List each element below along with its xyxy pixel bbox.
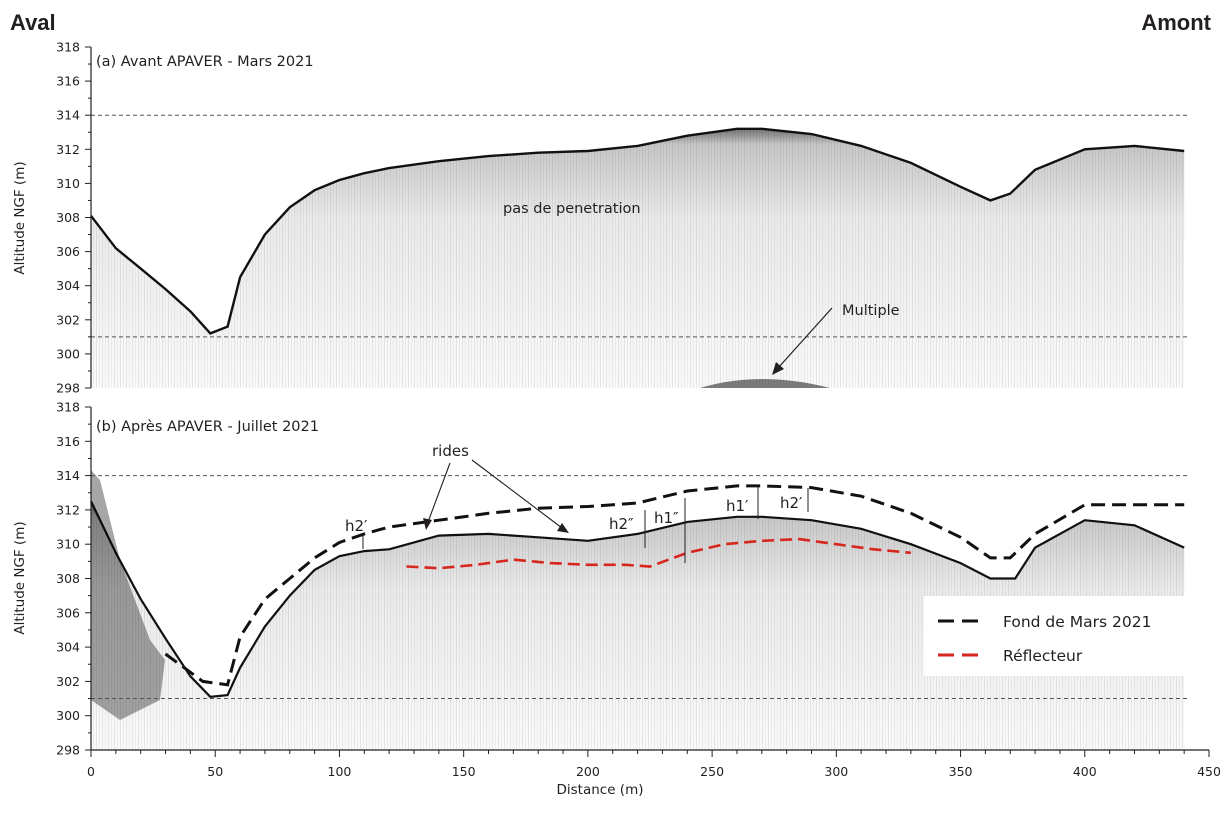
panel-b-title: (b) Après APAVER - Juillet 2021 — [96, 419, 319, 435]
panel-b-streak-texture — [91, 501, 1185, 750]
annotation-h2-prime-left: h2′ — [345, 517, 368, 535]
panel-b-ylabel: Altitude NGF (m) — [12, 521, 28, 634]
panel-b-ytick-label-312: 312 — [56, 502, 80, 517]
panel-b-ytick-label-314: 314 — [56, 468, 80, 483]
panel-b-left-bank-texture — [91, 470, 165, 720]
xtick-label-400: 400 — [1073, 764, 1097, 779]
panel-a-title: (a) Avant APAVER - Mars 2021 — [96, 54, 314, 70]
xtick-label-50: 50 — [207, 764, 223, 779]
rides-arrowhead-1 — [423, 518, 432, 530]
panel-b-ytick-label-302: 302 — [56, 674, 80, 689]
panel-a-seabed-line — [90, 127, 1185, 335]
panel-b-xlabel: Distance (m) — [556, 782, 643, 798]
rides-arrowhead-2 — [557, 523, 569, 533]
panel-a-ytick-label-306: 306 — [56, 244, 80, 259]
rides-arrow-2 — [471, 459, 563, 529]
legend-label-fond: Fond de Mars 2021 — [1003, 613, 1151, 631]
panel-a-ytick-label-304: 304 — [56, 278, 80, 293]
panel-b-ytick-label-298: 298 — [56, 743, 80, 758]
panel-a-streak-texture — [91, 128, 1185, 389]
xtick-label-450: 450 — [1197, 764, 1221, 779]
panel-a-ytick-label-300: 300 — [56, 346, 80, 361]
header-aval: Aval — [10, 10, 56, 35]
rides-arrow-1 — [427, 462, 451, 523]
series-reflecteur — [406, 537, 912, 570]
panel-b-ytick-label-300: 300 — [56, 708, 80, 723]
panel-a-ytick-label-316: 316 — [56, 74, 80, 89]
annotation-h1-prime: h1′ — [726, 497, 749, 515]
panel-b-ytick-label-304: 304 — [56, 640, 80, 655]
annotation-h1-double-prime: h1″ — [654, 509, 679, 527]
xtick-label-300: 300 — [824, 764, 848, 779]
xtick-label-200: 200 — [576, 764, 600, 779]
legend-box — [924, 596, 1186, 676]
panel-b-ytick-label-318: 318 — [56, 400, 80, 415]
panel-a-ytick-label-308: 308 — [56, 210, 80, 225]
panel-a-ytick-label-312: 312 — [56, 142, 80, 157]
panel-a-y-ticks: 298 300 302 304 306 308 310 312 314 316 318 — [56, 40, 91, 396]
xtick-label-100: 100 — [328, 764, 352, 779]
header-amont: Amont — [1141, 10, 1211, 35]
xtick-label-150: 150 — [452, 764, 476, 779]
xtick-label-350: 350 — [949, 764, 973, 779]
multiple-reflection — [700, 379, 830, 388]
panel-b-seabed-line — [90, 500, 1185, 698]
series-fond-de-mars-2021 — [164, 484, 1185, 687]
multiple-arrowhead — [772, 362, 784, 375]
xtick-label-250: 250 — [700, 764, 724, 779]
legend-label-reflecteur: Réflecteur — [1003, 647, 1083, 665]
panel-a-ytick-label-318: 318 — [56, 40, 80, 55]
panel-a-ytick-label-298: 298 — [56, 381, 80, 396]
multiple-arrow — [777, 307, 833, 369]
panel-b-ytick-label-308: 308 — [56, 571, 80, 586]
annotation-h2-prime-right: h2′ — [780, 494, 803, 512]
panel-a-ylabel: Altitude NGF (m) — [12, 161, 28, 274]
xtick-label-0: 0 — [87, 764, 95, 779]
annotation-no-penetration: pas de penetration — [503, 201, 641, 217]
annotation-rides: rides — [432, 442, 469, 460]
panel-b-ytick-label-306: 306 — [56, 605, 80, 620]
panel-b-y-ticks: 298 300 302 304 306 308 310 312 314 316 318 — [56, 400, 91, 758]
legend: Fond de Mars 2021 Réflecteur — [924, 596, 1186, 676]
panel-b-x-ticks: 0 50 100 150 200 250 300 350 400 450 — [87, 750, 1221, 779]
panel-b-ytick-label-316: 316 — [56, 434, 80, 449]
panel-a-ytick-label-302: 302 — [56, 312, 80, 327]
annotation-h2-double-prime: h2″ — [609, 515, 634, 533]
panel-a-ytick-label-310: 310 — [56, 176, 80, 191]
panel-b-ytick-label-310: 310 — [56, 537, 80, 552]
panel-a-ytick-label-314: 314 — [56, 108, 80, 123]
annotation-multiple: Multiple — [842, 303, 900, 319]
